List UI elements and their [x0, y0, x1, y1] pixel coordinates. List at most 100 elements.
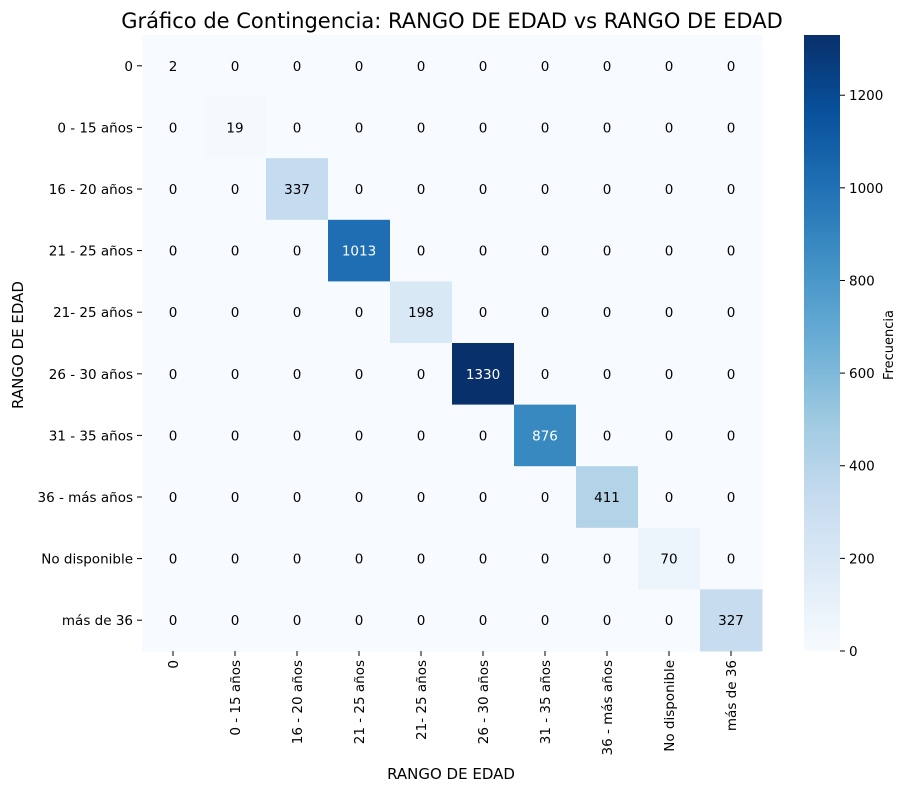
heatmap-cell [266, 527, 329, 590]
cell-value-label: 0 [169, 305, 178, 321]
cell-value-label: 0 [479, 305, 488, 321]
cell-value-label: 876 [532, 428, 558, 444]
heatmap-cell [514, 527, 577, 590]
cell-value-label: 0 [355, 552, 364, 568]
heatmap-cell [204, 35, 267, 98]
cell-value-label: 0 [231, 182, 240, 198]
colorbar-tick-label: 400 [849, 459, 875, 475]
heatmap-cell [514, 404, 577, 467]
y-tick-label: 21 - 25 años [49, 244, 133, 260]
cell-value-label: 0 [479, 244, 488, 260]
y-tick-label: 16 - 20 años [49, 182, 133, 198]
colorbar-ticks: 0 200 400 600 800 1000 1200 [840, 88, 883, 660]
y-tick-label: 36 - más años [37, 490, 133, 506]
cell-value-label: 0 [541, 613, 550, 629]
cell-value-label: 0 [727, 552, 736, 568]
cell-value-label: 0 [417, 490, 426, 506]
heatmap-cell [266, 281, 329, 344]
x-tick-label: 36 - más años [600, 660, 616, 756]
cell-value-label: 0 [665, 367, 674, 383]
cell-value-label: 0 [727, 59, 736, 75]
heatmap-cell [638, 343, 701, 406]
y-tick-label: No disponible [41, 552, 133, 568]
heatmap-cell [452, 589, 515, 652]
x-tick-label: 26 - 30 años [476, 660, 492, 744]
y-tick-label: 31 - 35 años [49, 428, 133, 444]
cell-value-label: 0 [541, 182, 550, 198]
cell-value-label: 0 [665, 428, 674, 444]
cell-value-label: 0 [169, 613, 178, 629]
heatmap-cell [204, 343, 267, 406]
cell-value-label: 0 [479, 490, 488, 506]
cell-value-label: 0 [355, 305, 364, 321]
cell-value-label: 0 [417, 613, 426, 629]
x-tick-label: 0 - 15 años [228, 660, 244, 736]
cell-value-label: 0 [665, 59, 674, 75]
heatmap-cell [328, 343, 391, 406]
cell-value-label: 0 [665, 120, 674, 136]
cell-value-label: 0 [417, 120, 426, 136]
heatmap-cell [390, 466, 453, 529]
heatmap-cell [328, 281, 391, 344]
heatmap-cell [576, 343, 639, 406]
heatmap-cell [266, 96, 329, 159]
heatmap-cell [452, 158, 515, 221]
heatmap-cell [390, 219, 453, 282]
heatmap-cell [452, 219, 515, 282]
heatmap-cell [452, 343, 515, 406]
heatmap-cell [576, 466, 639, 529]
cell-value-label: 0 [293, 367, 302, 383]
heatmap-cell [700, 96, 763, 159]
cell-value-label: 0 [355, 59, 364, 75]
cell-value-label: 2 [169, 59, 178, 75]
colorbar-tick-label: 1000 [849, 181, 883, 197]
cell-value-label: 0 [541, 490, 550, 506]
heatmap-cell [390, 343, 453, 406]
colorbar [804, 35, 840, 651]
cell-value-label: 70 [660, 552, 677, 568]
heatmap-cell [390, 158, 453, 221]
heatmap-cell [452, 404, 515, 467]
cell-value-label: 0 [417, 367, 426, 383]
y-tick-label: 26 - 30 años [49, 367, 133, 383]
cell-value-label: 0 [727, 367, 736, 383]
cell-value-label: 0 [169, 120, 178, 136]
heatmap-cell [514, 466, 577, 529]
heatmap-cell [142, 589, 205, 652]
heatmap-cell [514, 343, 577, 406]
heatmap-cell [266, 219, 329, 282]
heatmap-cell [452, 96, 515, 159]
cell-value-label: 0 [417, 244, 426, 260]
heatmap-cell [700, 343, 763, 406]
cell-value-label: 0 [665, 490, 674, 506]
cell-value-label: 0 [169, 490, 178, 506]
x-tick-label: 31 - 35 años [538, 660, 554, 744]
cell-value-label: 0 [293, 552, 302, 568]
heatmap-cell [266, 158, 329, 221]
heatmap-cell [328, 466, 391, 529]
cell-value-label: 0 [231, 613, 240, 629]
cell-value-label: 0 [169, 182, 178, 198]
cell-value-label: 0 [727, 490, 736, 506]
y-tick-label: 0 [124, 59, 133, 75]
colorbar-tick-label: 600 [849, 366, 875, 382]
colorbar-tick-label: 800 [849, 273, 875, 289]
heatmap-cell [576, 96, 639, 159]
heatmap-cell [638, 96, 701, 159]
cell-value-label: 0 [231, 305, 240, 321]
heatmap-cell [328, 35, 391, 98]
heatmap-cell [390, 404, 453, 467]
heatmap-cell [142, 527, 205, 590]
chart-title: Gráfico de Contingencia: RANGO DE EDAD v… [121, 9, 783, 33]
heatmap-cell [266, 589, 329, 652]
heatmap-cell [142, 219, 205, 282]
heatmap-cell [638, 404, 701, 467]
colorbar-tick-label: 1200 [849, 88, 883, 104]
cell-value-label: 0 [417, 59, 426, 75]
heatmap-cell [328, 589, 391, 652]
heatmap-cell [638, 466, 701, 529]
heatmap-cells [142, 35, 763, 652]
cell-value-label: 0 [355, 428, 364, 444]
heatmap-cell [390, 281, 453, 344]
